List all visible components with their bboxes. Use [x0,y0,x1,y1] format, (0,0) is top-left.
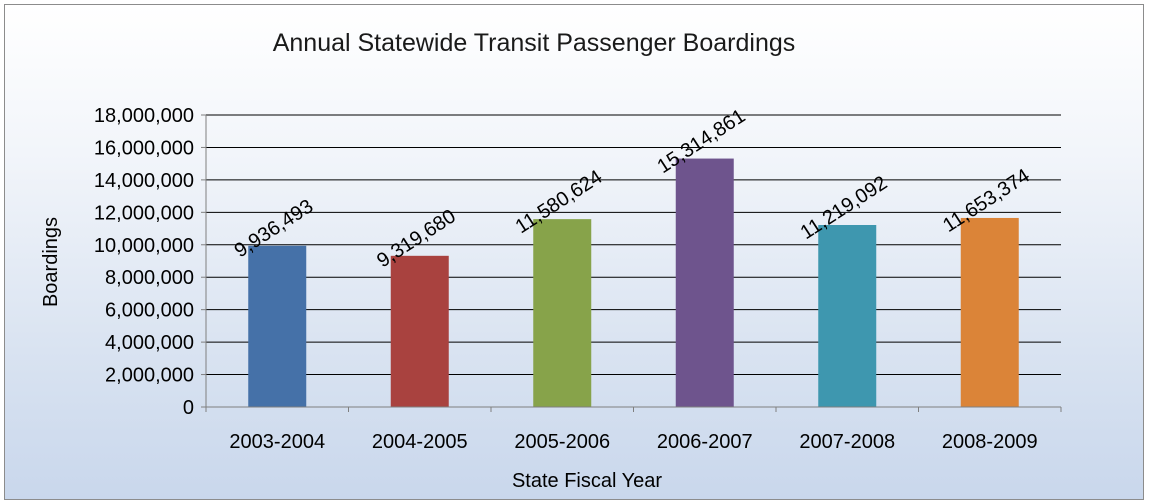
x-axis-title: State Fiscal Year [512,470,662,492]
x-tick-label: 2007-2008 [799,431,895,453]
y-tick-label: 6,000,000 [105,300,194,322]
x-tick-label: 2008-2009 [942,431,1038,453]
y-tick-label: 8,000,000 [105,267,194,289]
y-tick-label: 16,000,000 [94,137,194,159]
x-tick-label: 2006-2007 [657,431,753,453]
y-tick-label: 12,000,000 [94,202,194,224]
y-tick-label: 10,000,000 [94,235,194,257]
gridlines [201,114,1062,412]
bar-2003-2004 [248,245,307,407]
x-tick-label: 2004-2005 [372,431,468,453]
y-axis-title: Boardings [40,217,62,307]
bar-chart: 0 2,000,000 4,000,000 6,000,000 8,000,000 10,… [40,29,1062,492]
y-tick-label: 2,000,000 [105,365,194,387]
chart-title: Annual Statewide Transit Passenger Board… [273,29,796,57]
y-tick-label: 4,000,000 [105,332,194,354]
axes [205,115,1061,408]
x-axis-tick-labels: 2003-2004 2004-2005 2005-2006 2006-2007 2007… [229,431,1037,453]
bar-2005-2006 [533,219,592,407]
bar-2008-2009 [960,217,1019,407]
data-labels: 9,936,493 9,319,68011,580,62415,314,86111… [231,105,1034,272]
x-tick-label: 2003-2004 [229,431,325,453]
y-tick-label: 14,000,000 [94,170,194,192]
bar-2007-2008 [818,225,877,407]
chart-container: 0 2,000,000 4,000,000 6,000,000 8,000,000 10,… [4,4,1144,500]
x-tick-label: 2005-2006 [514,431,610,453]
bars [248,158,1019,407]
y-axis-tick-labels: 0 2,000,000 4,000,000 6,000,000 8,000,000 10,… [94,105,194,419]
bar-2004-2005 [390,255,449,407]
y-tick-label: 18,000,000 [94,105,194,127]
y-tick-label: 0 [183,397,194,419]
bar-2006-2007 [675,158,734,407]
